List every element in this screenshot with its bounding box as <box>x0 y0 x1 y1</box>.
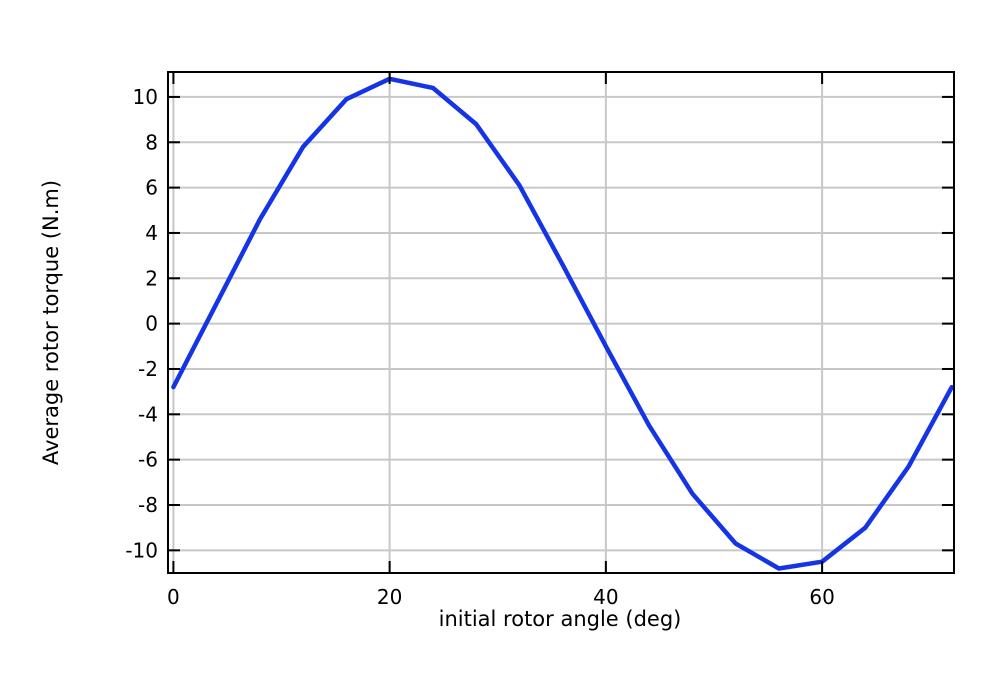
y-tick-label: 4 <box>145 221 158 245</box>
plot-frame <box>167 71 955 574</box>
y-tick-label: -8 <box>138 493 158 517</box>
x-tick-label: 20 <box>377 585 402 609</box>
x-tick-label: 40 <box>593 585 618 609</box>
y-tick-label: -10 <box>125 538 158 562</box>
x-tick-labels: 0 20 40 60 <box>167 585 835 609</box>
x-tick-label: 60 <box>809 585 834 609</box>
grid-lines <box>168 72 954 573</box>
y-tick-label: 2 <box>145 266 158 290</box>
y-axis-title: Average rotor torque (N.m) <box>39 180 63 465</box>
y-tick-label: 6 <box>145 176 158 200</box>
y-tick-label: 8 <box>145 130 158 154</box>
y-tick-label: -4 <box>138 402 158 426</box>
x-tick-label: 0 <box>167 585 180 609</box>
y-tick-labels: -10 -8 -6 -4 -2 0 2 4 6 8 10 <box>125 85 158 562</box>
y-tick-label: -2 <box>138 357 158 381</box>
y-tick-label: -6 <box>138 448 158 472</box>
x-axis-title: initial rotor angle (deg) <box>439 607 682 631</box>
y-tick-label: 10 <box>133 85 158 109</box>
y-tick-label: 0 <box>145 312 158 336</box>
tick-marks <box>168 72 954 573</box>
